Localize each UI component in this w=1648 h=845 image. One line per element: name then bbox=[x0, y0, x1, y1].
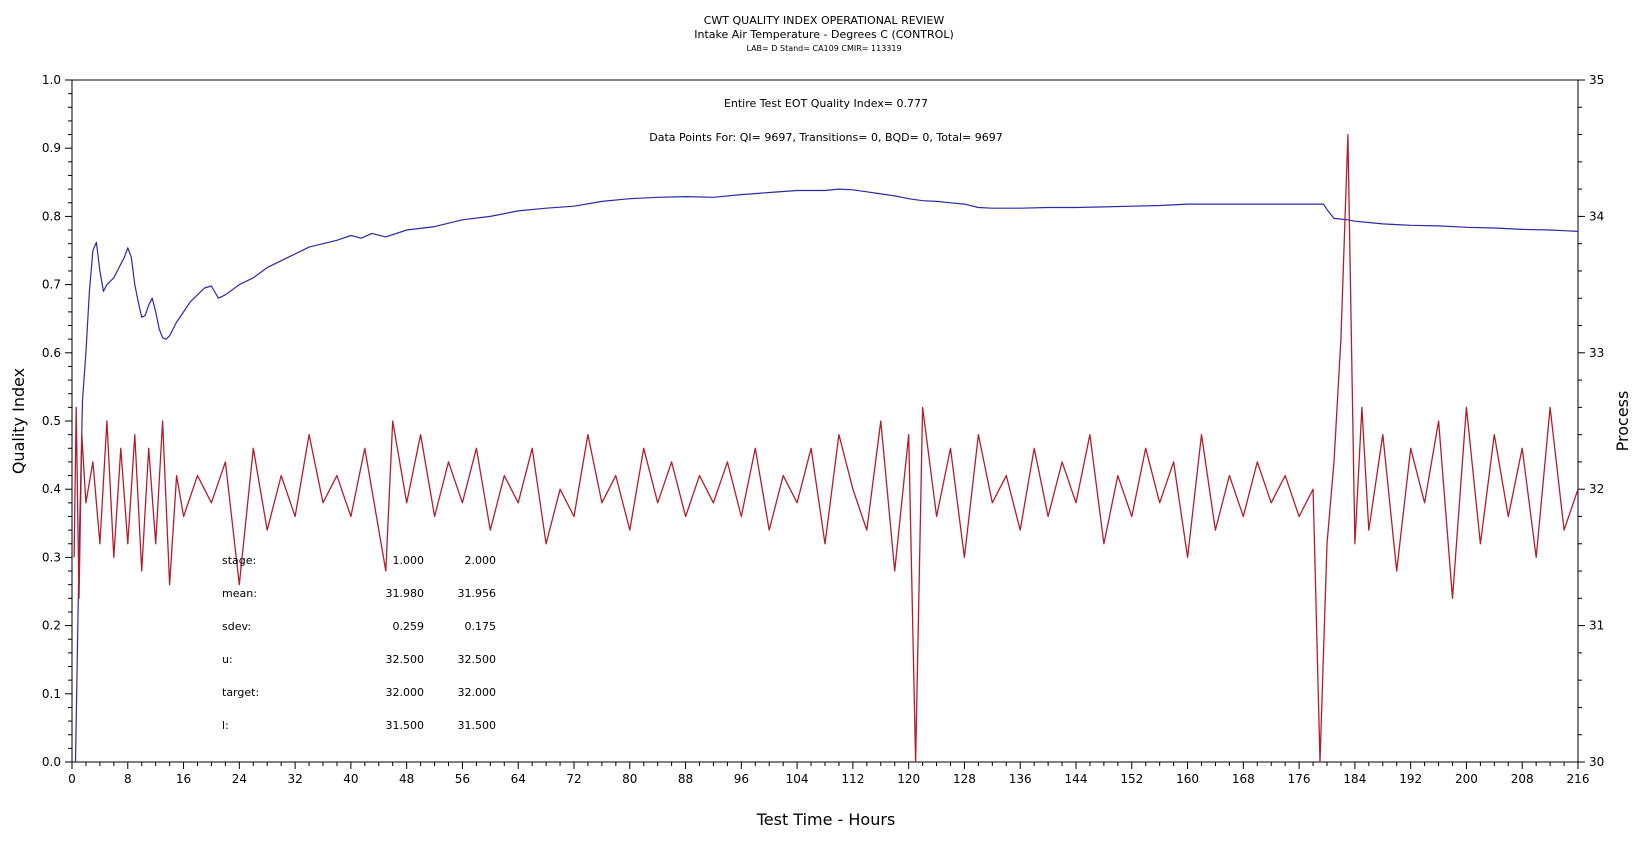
stats-stage1-value: 31.500 bbox=[386, 719, 425, 732]
y-right-tick-label: 32 bbox=[1589, 482, 1604, 496]
x-tick-label: 168 bbox=[1232, 772, 1255, 786]
y-right-tick-label: 33 bbox=[1589, 346, 1604, 360]
x-tick-label: 0 bbox=[68, 772, 76, 786]
y-right-tick-label: 31 bbox=[1589, 619, 1604, 633]
stats-stage2-value: 2.000 bbox=[465, 554, 497, 567]
chart-subtitle-2: LAB= D Stand= CA109 CMIR= 113319 bbox=[746, 44, 901, 53]
y-left-tick-label: 0.3 bbox=[42, 550, 61, 564]
x-tick-label: 80 bbox=[622, 772, 637, 786]
series-group bbox=[73, 133, 1579, 763]
y-left-tick-label: 0.1 bbox=[42, 687, 61, 701]
stats-stage1-value: 32.500 bbox=[386, 653, 425, 666]
x-axis-label: Test Time - Hours bbox=[756, 810, 896, 829]
y-left-tick-label: 1.0 bbox=[42, 73, 61, 87]
x-tick-label: 48 bbox=[399, 772, 414, 786]
x-tick-label: 32 bbox=[287, 772, 302, 786]
stats-row-label: u: bbox=[222, 653, 233, 666]
x-tick-label: 152 bbox=[1120, 772, 1143, 786]
y-left-tick-label: 0.0 bbox=[42, 755, 61, 769]
stats-stage1-value: 0.259 bbox=[393, 620, 425, 633]
x-tick-label: 208 bbox=[1511, 772, 1534, 786]
x-tick-label: 128 bbox=[953, 772, 976, 786]
y-left-tick-label: 0.9 bbox=[42, 141, 61, 155]
stats-stage2-value: 32.000 bbox=[458, 686, 497, 699]
chart-subtitle: Intake Air Temperature - Degrees C (CONT… bbox=[694, 28, 954, 41]
eot-quality-annotation: Entire Test EOT Quality Index= 0.777 bbox=[724, 97, 928, 110]
x-tick-label: 192 bbox=[1399, 772, 1422, 786]
y-left-tick-label: 0.5 bbox=[42, 414, 61, 428]
x-tick-label: 216 bbox=[1567, 772, 1590, 786]
y-right-tick-label: 34 bbox=[1589, 209, 1604, 223]
y-left-tick-label: 0.8 bbox=[42, 209, 61, 223]
x-tick-label: 120 bbox=[897, 772, 920, 786]
x-tick-label: 104 bbox=[786, 772, 809, 786]
x-tick-label: 144 bbox=[1065, 772, 1088, 786]
x-tick-label: 96 bbox=[734, 772, 749, 786]
y-left-tick-label: 0.2 bbox=[42, 619, 61, 633]
y-left-tick-label: 0.4 bbox=[42, 482, 61, 496]
x-tick-label: 176 bbox=[1288, 772, 1311, 786]
stats-stage2-value: 31.500 bbox=[458, 719, 497, 732]
stats-row-label: mean: bbox=[222, 587, 257, 600]
x-tick-label: 40 bbox=[343, 772, 358, 786]
x-tick-label: 112 bbox=[841, 772, 864, 786]
y-axis-left-label: Quality Index bbox=[9, 368, 28, 474]
stats-stage1-value: 31.980 bbox=[386, 587, 425, 600]
process-series-line bbox=[73, 133, 1579, 763]
data-points-annotation: Data Points For: QI= 9697, Transitions= … bbox=[649, 131, 1003, 144]
stats-stage2-value: 32.500 bbox=[458, 653, 497, 666]
plot-frame bbox=[71, 79, 1579, 763]
quality-index-series-line bbox=[74, 188, 1579, 763]
x-tick-label: 88 bbox=[678, 772, 693, 786]
x-tick-label: 184 bbox=[1343, 772, 1366, 786]
y-left-tick-label: 0.6 bbox=[42, 346, 61, 360]
y-axis-right-label: Process bbox=[1613, 391, 1632, 452]
stats-row-label: l: bbox=[222, 719, 229, 732]
x-tick-label: 136 bbox=[1009, 772, 1032, 786]
x-tick-label: 24 bbox=[232, 772, 247, 786]
x-tick-label: 64 bbox=[511, 772, 526, 786]
stats-stage2-value: 31.956 bbox=[458, 587, 497, 600]
stats-stage2-value: 0.175 bbox=[465, 620, 497, 633]
x-tick-label: 56 bbox=[455, 772, 470, 786]
stats-row-label: target: bbox=[222, 686, 259, 699]
y-right-tick-label: 30 bbox=[1589, 755, 1604, 769]
x-tick-label: 200 bbox=[1455, 772, 1478, 786]
stats-stage1-value: 32.000 bbox=[386, 686, 425, 699]
x-tick-label: 72 bbox=[566, 772, 581, 786]
axis-ticks: 0 8 16 24 32 40 48 56 64 72 80 88 96 104 112 120 128 136 1… bbox=[42, 73, 1604, 786]
chart-title: CWT QUALITY INDEX OPERATIONAL REVIEW bbox=[704, 14, 945, 27]
stats-row-label: stage: bbox=[222, 554, 256, 567]
x-tick-label: 16 bbox=[176, 772, 191, 786]
y-left-tick-label: 0.7 bbox=[42, 278, 61, 292]
stats-stage1-value: 1.000 bbox=[393, 554, 425, 567]
x-tick-label: 8 bbox=[124, 772, 132, 786]
y-right-tick-label: 35 bbox=[1589, 73, 1604, 87]
stats-table: stage: 1.000 2.000 mean: 31.980 31.956 sdev: 0.… bbox=[222, 554, 496, 732]
x-tick-label: 160 bbox=[1176, 772, 1199, 786]
stats-row-label: sdev: bbox=[222, 620, 251, 633]
